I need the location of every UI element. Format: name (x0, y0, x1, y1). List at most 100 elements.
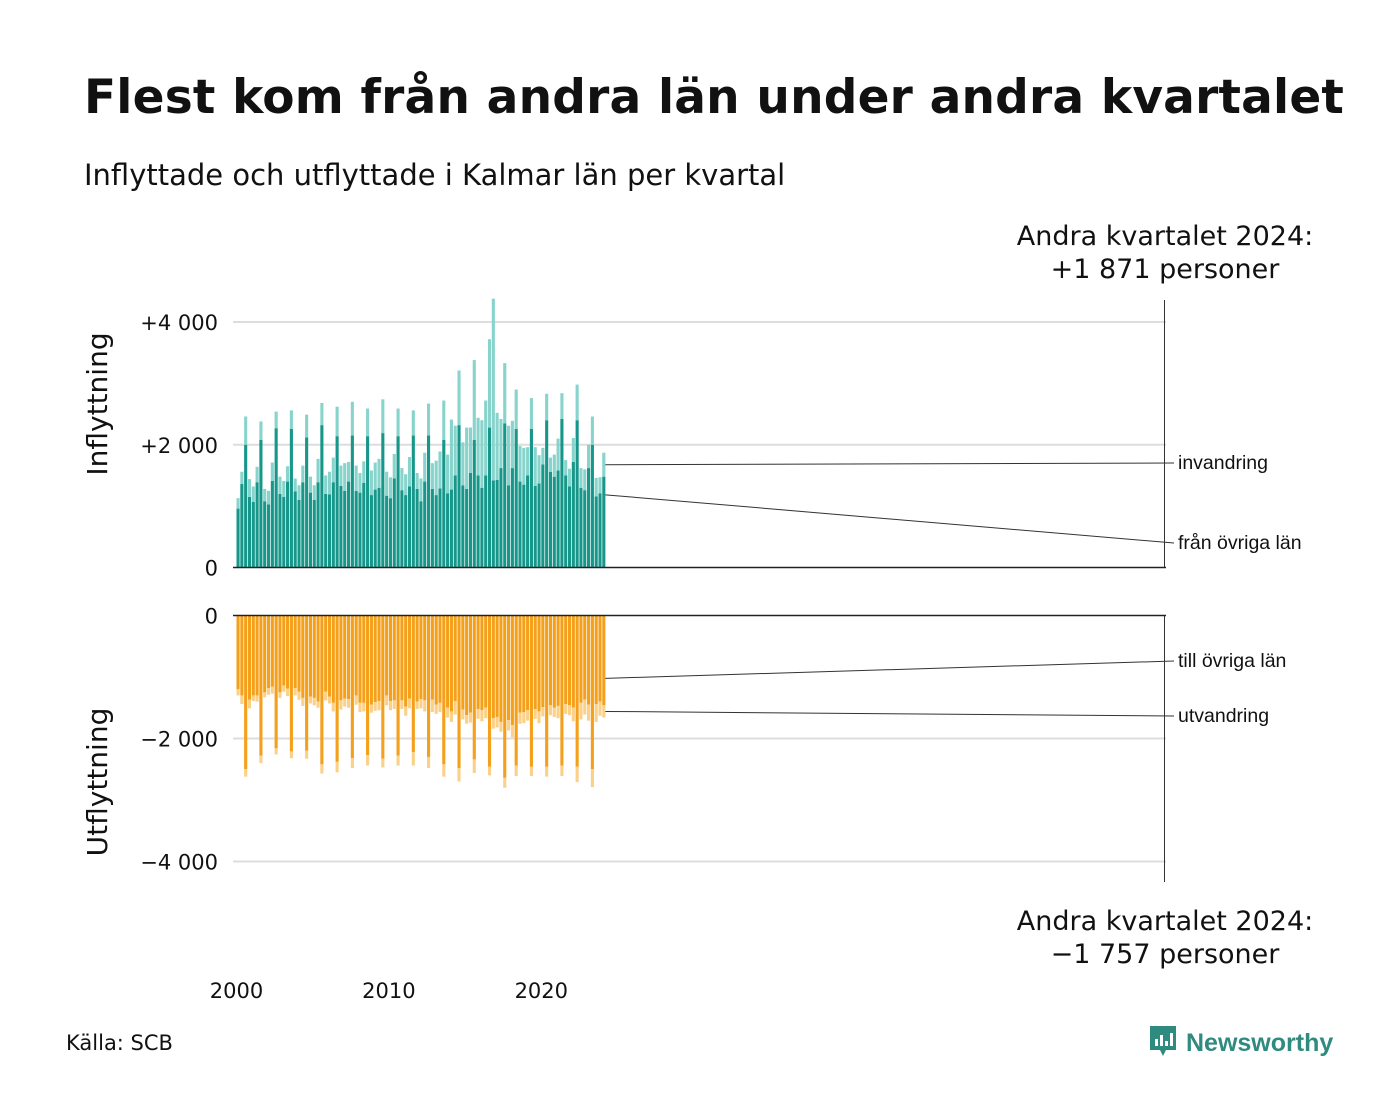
bar-out-emigration (571, 707, 575, 722)
bar-out-domestic (587, 615, 591, 705)
bar-in-immigration (331, 457, 335, 483)
bar-out-emigration (400, 700, 404, 709)
bar-in-domestic (282, 496, 286, 568)
bar-in-immigration (465, 427, 469, 489)
bar-in-immigration (446, 454, 450, 494)
bar-in-immigration (312, 485, 316, 500)
bar-out-domestic (507, 615, 511, 721)
ytick-label-top: +2 000 (140, 434, 218, 458)
bar-in-immigration (567, 468, 572, 487)
bar-in-immigration (499, 418, 503, 469)
bar-out-emigration (529, 766, 533, 777)
bar-out-emigration (270, 686, 274, 694)
bar-in-domestic (324, 493, 328, 568)
bar-out-domestic (282, 615, 286, 686)
bar-out-domestic (594, 615, 598, 705)
bar-in-immigration (552, 454, 556, 477)
bar-out-emigration (548, 705, 553, 716)
bar-out-domestic (392, 615, 396, 701)
label-invandring-leader (605, 462, 1175, 466)
bar-out-emigration (487, 766, 492, 776)
bar-out-emigration (579, 702, 583, 720)
newsworthy-logo[interactable]: Newsworthy (1148, 1024, 1333, 1062)
bar-out-domestic (259, 615, 263, 756)
bar-out-domestic (286, 615, 290, 689)
bar-out-domestic (548, 615, 553, 706)
bar-in-domestic (316, 482, 320, 568)
bar-in-immigration (419, 478, 423, 502)
bar-out-emigration (541, 707, 545, 717)
bar-in-immigration (286, 466, 290, 482)
bar-out-emigration (354, 695, 358, 705)
bar-in-immigration (430, 463, 434, 489)
bar-in-immigration (526, 447, 530, 476)
bar-in-immigration (240, 471, 244, 485)
bar-out-emigration (282, 685, 286, 692)
bar-in-domestic (503, 423, 507, 568)
label-till-ovriga-lan: till övriga län (1178, 650, 1286, 672)
bar-in-immigration (289, 410, 293, 429)
bar-in-immigration (293, 478, 297, 492)
bar-out-domestic (533, 615, 537, 709)
bar-in-immigration (564, 460, 568, 476)
bar-in-immigration (263, 488, 267, 502)
label-utvandring: utvandring (1178, 705, 1269, 727)
bar-in-domestic (388, 498, 393, 568)
bar-out-domestic (366, 615, 370, 756)
bar-out-emigration (453, 700, 457, 715)
bar-in-domestic (346, 481, 351, 568)
bar-out-domestic (449, 615, 453, 712)
bar-out-emigration (484, 707, 488, 719)
bar-out-domestic (404, 615, 408, 707)
bar-out-domestic (552, 615, 556, 708)
bar-in-domestic (427, 435, 431, 568)
bar-out-domestic (308, 615, 312, 697)
bar-in-immigration (343, 463, 347, 491)
bar-in-immigration (400, 468, 404, 491)
axes (233, 300, 1166, 882)
ytick-label-top: 0 (205, 557, 218, 581)
bar-out-emigration (327, 696, 332, 704)
bar-in-domestic (468, 472, 473, 568)
bar-out-domestic (263, 615, 267, 693)
bar-in-immigration (491, 298, 495, 481)
bar-out-domestic (430, 615, 434, 700)
bar-out-emigration (449, 711, 453, 722)
bar-out-emigration (247, 699, 252, 709)
bar-out-emigration (324, 691, 328, 701)
bar-in-domestic (308, 492, 312, 568)
bar-out-domestic (438, 615, 442, 703)
bar-out-domestic (427, 615, 431, 757)
bar-out-domestic (541, 615, 545, 708)
bar-in-domestic (369, 495, 373, 568)
bar-out-emigration (522, 712, 526, 724)
bar-out-emigration (316, 701, 320, 708)
bar-out-domestic (446, 615, 450, 708)
bar-in-immigration (247, 479, 252, 497)
bar-in-domestic (259, 439, 263, 568)
bar-in-domestic (472, 439, 476, 568)
bar-in-domestic (579, 487, 583, 568)
bar-out-domestic (480, 615, 484, 711)
bar-out-emigration (537, 711, 541, 724)
bar-out-emigration (468, 712, 473, 723)
bar-out-emigration (301, 697, 305, 706)
bar-out-domestic (270, 615, 274, 687)
source-note: Källa: SCB (66, 1031, 173, 1055)
bar-out-emigration (312, 697, 316, 706)
bar-in-domestic (552, 476, 556, 568)
bar-in-immigration (366, 408, 370, 437)
bar-in-immigration (251, 486, 255, 502)
bar-in-immigration (476, 417, 480, 476)
bar-out-emigration (289, 751, 293, 759)
bar-out-domestic (305, 615, 309, 751)
bar-out-emigration (263, 692, 267, 698)
bar-in-immigration (510, 420, 514, 469)
bar-in-domestic (385, 495, 389, 568)
bar-out-domestic (407, 615, 412, 699)
bar-out-emigration (251, 695, 255, 701)
bar-in-immigration (373, 462, 377, 490)
bar-out-domestic (465, 615, 469, 716)
bar-in-domestic (587, 468, 591, 568)
